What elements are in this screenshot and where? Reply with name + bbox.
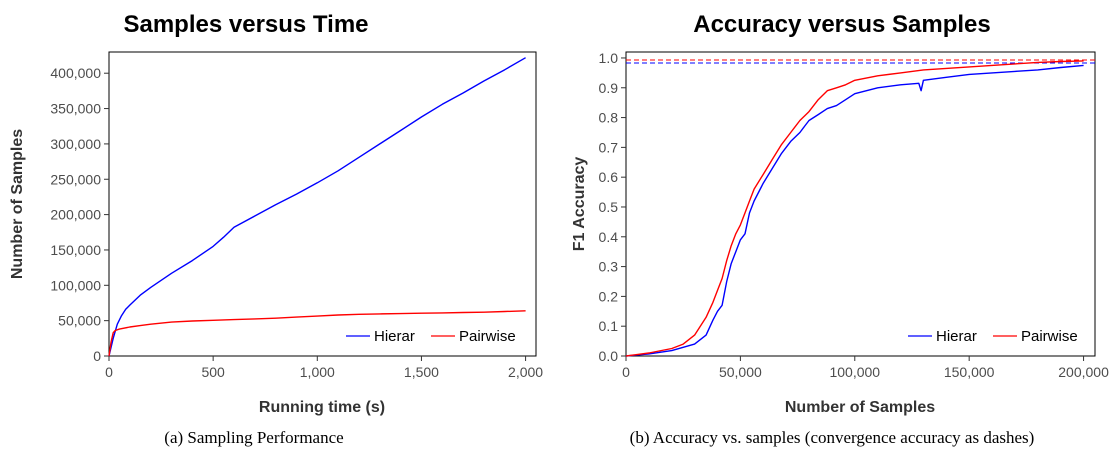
y-tick-label: 0: [93, 348, 101, 364]
y-tick-label: 0.4: [599, 229, 619, 245]
chart-b-caption: (b) Accuracy vs. samples (convergence ac…: [630, 428, 1035, 447]
chart-a-caption: (a) Sampling Performance: [164, 428, 343, 447]
legend-label-hierar: Hierar: [936, 328, 977, 345]
chart-sampling-performance: Samples versus Time Running time (s) Num…: [9, 11, 543, 447]
series-line-hierar: [625, 64, 1084, 357]
y-tick-label: 0.2: [599, 288, 619, 304]
x-tick-label: 500: [201, 364, 225, 380]
chart-a-lines: [108, 57, 526, 357]
y-tick-label: 250,000: [50, 171, 101, 187]
chart-a-y-axis-title: Number of Samples: [9, 129, 26, 279]
y-tick-label: 0.0: [599, 348, 619, 364]
x-tick-label: 150,000: [944, 364, 995, 380]
x-tick-label: 50,000: [719, 364, 762, 380]
y-tick-label: 100,000: [50, 277, 101, 293]
y-tick-label: 0.9: [599, 80, 619, 96]
legend-label-pairwise: Pairwise: [459, 328, 516, 345]
y-tick-label: 150,000: [50, 242, 101, 258]
x-tick-label: 2,000: [508, 364, 543, 380]
chart-b-lines: [625, 60, 1084, 357]
chart-a-plot-frame: [108, 51, 537, 357]
y-tick-label: 200,000: [50, 207, 101, 223]
y-tick-label: 0.5: [599, 199, 619, 215]
chart-b-plot-frame: [625, 51, 1096, 357]
y-tick-label: 0.3: [599, 259, 619, 275]
legend-label-hierar: Hierar: [374, 328, 415, 345]
y-tick-label: 300,000: [50, 136, 101, 152]
series-line-pairwise: [625, 60, 1084, 357]
chart-a-legend: Hierar Pairwise: [346, 328, 516, 345]
x-tick-label: 0: [622, 364, 630, 380]
chart-b-ticks: 0 50,000 100,000 150,000 200,000 0.0 0.1 0.2 0.3…: [599, 50, 1110, 380]
y-tick-label: 0.7: [599, 139, 619, 155]
y-tick-label: 1.0: [599, 50, 619, 66]
y-tick-label: 50,000: [58, 313, 101, 329]
legend-label-pairwise: Pairwise: [1021, 328, 1078, 345]
chart-a-title: Samples versus Time: [123, 11, 368, 38]
x-tick-label: 1,000: [300, 364, 335, 380]
series-line-hierar: [108, 57, 526, 357]
x-tick-label: 200,000: [1058, 364, 1109, 380]
x-tick-label: 1,500: [404, 364, 439, 380]
chart-a-x-axis-title: Running time (s): [259, 399, 385, 416]
chart-b-y-axis-title: F1 Accuracy: [571, 157, 588, 252]
y-tick-label: 350,000: [50, 101, 101, 117]
chart-b-legend: Hierar Pairwise: [908, 328, 1078, 345]
chart-b-x-axis-title: Number of Samples: [785, 399, 935, 416]
y-tick-label: 0.8: [599, 110, 619, 126]
y-tick-label: 0.1: [599, 318, 619, 334]
x-tick-label: 100,000: [829, 364, 880, 380]
chart-a-ticks: 0 500 1,000 1,500 2,000 0 50,000 100,000 150,000…: [50, 65, 543, 380]
y-tick-label: 0.6: [599, 169, 619, 185]
chart-b-reference-lines: [626, 59, 1095, 64]
chart-accuracy-vs-samples: Accuracy versus Samples Number of Sample…: [571, 11, 1109, 447]
y-tick-label: 400,000: [50, 65, 101, 81]
series-line-pairwise: [108, 310, 526, 357]
x-tick-label: 0: [105, 364, 113, 380]
chart-b-title: Accuracy versus Samples: [693, 11, 991, 38]
